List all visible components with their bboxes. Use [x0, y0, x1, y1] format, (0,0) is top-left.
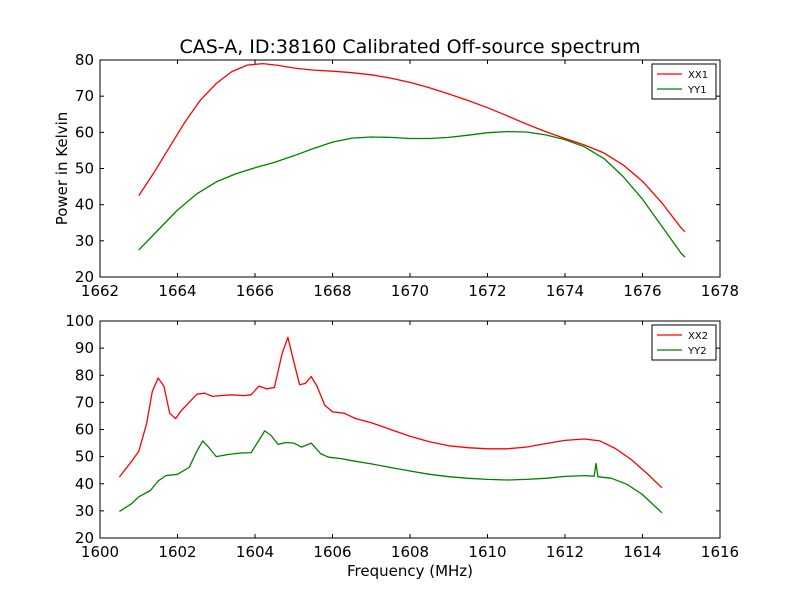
bottom-legend: XX2 YY2	[651, 324, 717, 361]
top-y-tick-label: 20	[75, 268, 94, 286]
top-x-tick-label: 1666	[236, 282, 274, 300]
x-axis-label: Frequency (MHz)	[347, 562, 473, 580]
top-y-tick-label: 50	[75, 160, 94, 178]
bottom-y-tick-label: 100	[65, 312, 94, 330]
bottom-y-tick-label: 50	[75, 448, 94, 466]
series-line-yy2	[119, 430, 663, 514]
top-x-tick-label: 1678	[701, 282, 739, 300]
top-y-tick-label: 30	[75, 232, 94, 250]
bottom-x-axis: 1600 1602 1604 1606 1608 1610 1612 1614 1616	[81, 321, 739, 561]
top-x-tick-label: 1670	[391, 282, 429, 300]
bottom-y-tick-label: 20	[75, 529, 94, 547]
bottom-x-tick-label: 1604	[236, 543, 274, 561]
bottom-y-tick-label: 80	[75, 366, 94, 384]
top-x-tick-label: 1668	[313, 282, 351, 300]
top-x-tick-label: 1672	[468, 282, 506, 300]
bottom-x-tick-label: 1602	[158, 543, 196, 561]
top-y-tick-label: 80	[75, 51, 94, 69]
legend-label-xx1: XX1	[688, 70, 708, 81]
chart-title: CAS-A, ID:38160 Calibrated Off-source sp…	[179, 36, 640, 58]
bottom-x-tick-label: 1608	[391, 543, 429, 561]
bottom-y-tick-label: 90	[75, 339, 94, 357]
legend-label-xx2: XX2	[688, 331, 708, 342]
top-y-tick-label: 40	[75, 196, 94, 214]
top-y-axis: 20 30 40 50 60 70 80	[75, 51, 720, 286]
bottom-x-tick-label: 1616	[701, 543, 739, 561]
top-panel: Power in Kelvin 1662 1664 1666 1668 1670 1672…	[53, 51, 739, 300]
bottom-y-axis: 20 30 40 50 60 70 80 90 100	[65, 312, 720, 547]
top-x-tick-label: 1674	[546, 282, 584, 300]
top-legend: XX1 YY1	[651, 63, 717, 100]
top-x-tick-label: 1662	[81, 282, 119, 300]
bottom-x-tick-label: 1606	[313, 543, 351, 561]
bottom-y-tick-label: 70	[75, 393, 94, 411]
bottom-x-tick-label: 1612	[546, 543, 584, 561]
top-y-tick-label: 60	[75, 123, 94, 141]
top-series-lines	[138, 62, 686, 258]
top-x-axis: 1662 1664 1666 1668 1670 1672 1674 1676 1678	[81, 60, 739, 300]
top-y-axis-label: Power in Kelvin	[53, 112, 71, 226]
bottom-plot-area	[99, 320, 721, 539]
bottom-panel: Frequency (MHz) 1600 1602 1604 1606 1608 1610…	[65, 312, 739, 580]
top-x-tick-label: 1676	[623, 282, 661, 300]
bottom-y-tick-label: 30	[75, 502, 94, 520]
series-line-xx1	[138, 62, 686, 233]
bottom-series-lines	[118, 336, 663, 514]
bottom-y-tick-label: 40	[75, 475, 94, 493]
legend-label-yy1: YY1	[687, 85, 707, 96]
legend-label-yy2: YY2	[687, 346, 707, 357]
series-line-yy1	[138, 130, 686, 258]
series-line-xx2	[118, 336, 663, 489]
bottom-x-tick-label: 1610	[468, 543, 506, 561]
bottom-y-tick-label: 60	[75, 421, 94, 439]
top-x-tick-label: 1664	[158, 282, 196, 300]
bottom-x-tick-label: 1614	[623, 543, 661, 561]
bottom-x-tick-label: 1600	[81, 543, 119, 561]
top-y-tick-label: 70	[75, 87, 94, 105]
